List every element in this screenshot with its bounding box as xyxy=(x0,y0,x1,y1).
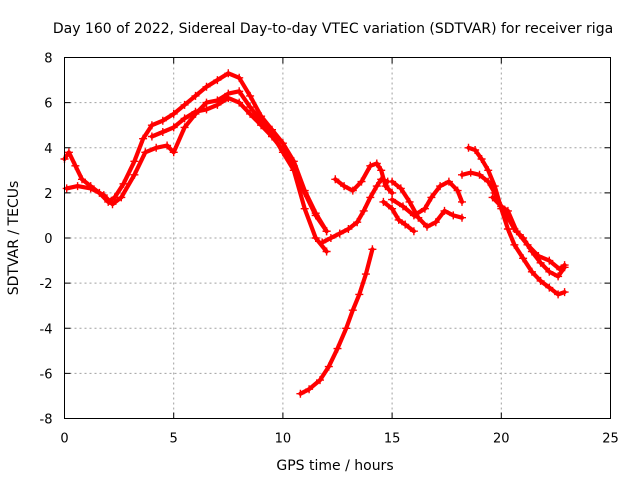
series-markers xyxy=(379,197,418,236)
x-tick-label: 15 xyxy=(384,432,401,447)
series-markers xyxy=(488,193,569,274)
y-tick-label: 2 xyxy=(44,187,52,202)
series-line xyxy=(64,89,329,254)
y-tick-label: 4 xyxy=(44,142,52,157)
series-trace-e xyxy=(318,175,392,247)
x-tick-labels: 0 5 10 15 20 25 xyxy=(60,432,618,447)
series-layer xyxy=(60,69,569,398)
series-trace-c xyxy=(147,94,331,236)
series-line xyxy=(490,195,567,272)
series-trace-i xyxy=(379,197,418,236)
series-markers xyxy=(296,245,377,398)
y-tick-labels: -8 -6 -4 -2 0 2 4 6 8 xyxy=(40,52,53,428)
series-trace-d xyxy=(296,245,377,398)
series-markers xyxy=(388,177,466,231)
x-tick-label: 20 xyxy=(493,432,510,447)
y-tick-label: 8 xyxy=(44,52,52,67)
series-markers xyxy=(318,175,392,247)
x-tick-label: 10 xyxy=(275,432,292,447)
chart-title: Day 160 of 2022, Sidereal Day-to-day VTE… xyxy=(53,21,613,37)
series-markers xyxy=(388,177,466,220)
y-tick-label: 6 xyxy=(44,97,52,112)
series-trace-a xyxy=(60,69,331,236)
series-trace-l xyxy=(488,193,569,274)
x-axis-label: GPS time / hours xyxy=(276,458,393,474)
y-tick-label: -6 xyxy=(40,367,53,382)
ticks xyxy=(64,57,611,419)
y-tick-label: 0 xyxy=(44,232,52,247)
y-tick-label: -8 xyxy=(40,413,53,428)
x-tick-label: 5 xyxy=(170,432,178,447)
series-trace-f xyxy=(331,159,397,197)
y-tick-label: -2 xyxy=(40,277,53,292)
series-line xyxy=(320,177,390,245)
series-markers xyxy=(464,143,569,299)
y-tick-label: -4 xyxy=(40,322,53,337)
series-line xyxy=(298,247,375,396)
series-trace-g xyxy=(388,177,466,231)
series-trace-j xyxy=(464,143,569,299)
grid xyxy=(64,57,611,419)
series-line xyxy=(149,95,329,234)
series-line xyxy=(466,145,567,297)
x-tick-label: 25 xyxy=(602,432,619,447)
series-markers xyxy=(331,159,397,197)
series-markers xyxy=(147,94,331,236)
y-axis-label: SDTVAR / TECUs xyxy=(6,181,22,296)
x-tick-label: 0 xyxy=(60,432,68,447)
series-trace-h xyxy=(388,177,466,220)
